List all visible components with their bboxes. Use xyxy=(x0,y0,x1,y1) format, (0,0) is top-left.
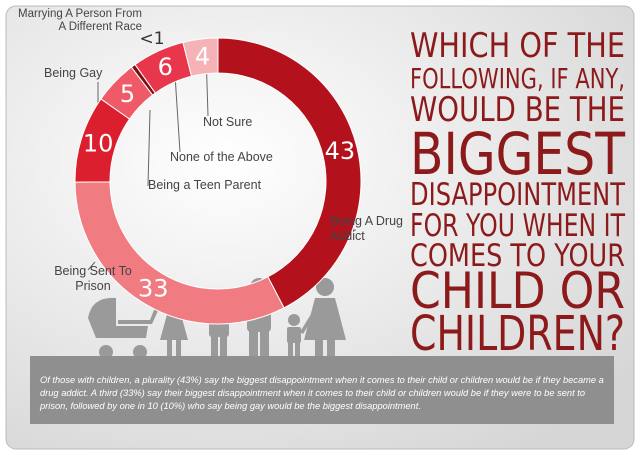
title-line: CHILD OR xyxy=(410,262,625,320)
title-line: CHILDREN? xyxy=(410,306,625,362)
title-line: WHICH OF THE xyxy=(410,26,625,66)
value-label: 6 xyxy=(158,53,173,81)
category-label: Being a Teen Parent xyxy=(148,178,262,192)
title-line: DISAPPOINTMENT xyxy=(410,177,626,213)
category-label: Being Sent To Prison xyxy=(54,264,132,293)
value-label: 33 xyxy=(138,275,169,303)
category-label: Being A Drug Addict xyxy=(330,214,403,243)
value-label: 10 xyxy=(83,130,114,158)
value-label: 5 xyxy=(120,80,135,108)
title-line: WOULD BE THE xyxy=(410,90,625,130)
value-label: 43 xyxy=(325,137,356,165)
category-label: Marrying A Person From A Different Race xyxy=(18,8,142,33)
title-line: BIGGEST xyxy=(410,120,625,188)
footnote-box xyxy=(30,356,614,424)
title-line: COMES TO YOUR xyxy=(410,238,625,274)
donut-slice xyxy=(217,37,362,309)
category-label: Not Sure xyxy=(203,115,253,129)
value-label: <1 xyxy=(139,29,164,49)
footnote: Of those with children, a plurality (43%… xyxy=(40,375,604,411)
category-label: None of the Above xyxy=(170,150,273,164)
title-line: FOLLOWING, IF ANY, xyxy=(410,62,625,95)
value-label: 4 xyxy=(195,42,210,70)
donut-slice xyxy=(182,37,219,77)
category-label: Being Gay xyxy=(44,66,103,80)
title-line: FOR YOU WHEN IT xyxy=(410,208,626,244)
